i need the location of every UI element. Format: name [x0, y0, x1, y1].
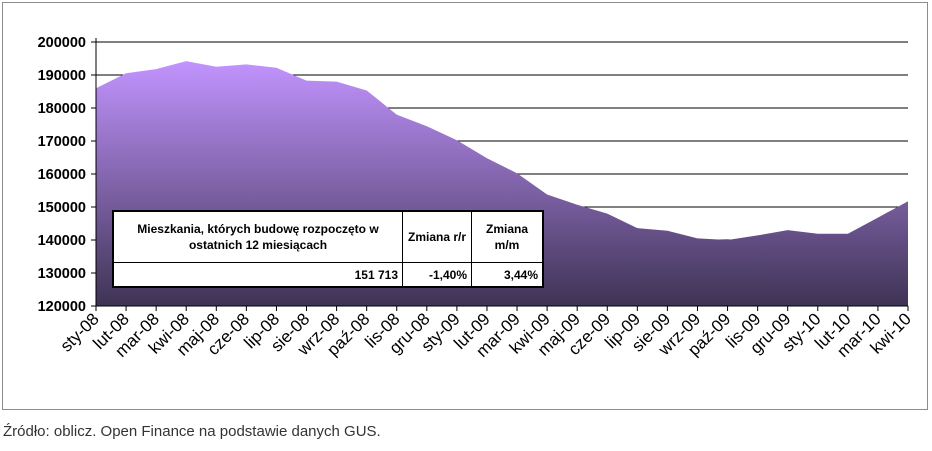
y-tick-label: 170000 [38, 134, 86, 150]
y-tick-label: 150000 [38, 200, 86, 216]
y-tick-label: 130000 [38, 266, 86, 282]
housing-summary-table: Mieszkania, których budowę rozpoczęto w … [112, 210, 544, 288]
table-value-total: 151 713 [112, 262, 403, 288]
y-tick-label: 190000 [38, 68, 86, 84]
source-note: Źródło: oblicz. Open Finance na podstawi… [3, 423, 381, 440]
y-tick-label: 120000 [38, 299, 86, 315]
y-tick-label: 140000 [38, 233, 86, 249]
table-value-mom: 3,44% [471, 262, 544, 288]
y-tick-label: 160000 [38, 167, 86, 183]
table-header-mom: Zmiana m/m [471, 210, 544, 263]
chart-frame: 120000 130000 140000 150000 160000 170000 1800… [2, 2, 928, 410]
table-header-yoy: Zmiana r/r [402, 210, 472, 263]
y-tick-label: 200000 [38, 35, 86, 51]
chart-area: 120000 130000 140000 150000 160000 170000 1800… [38, 35, 915, 361]
table-header-description: Mieszkania, których budowę rozpoczęto w … [112, 210, 403, 263]
table-value-yoy: -1,40% [402, 262, 472, 288]
y-tick-label: 180000 [38, 101, 86, 117]
